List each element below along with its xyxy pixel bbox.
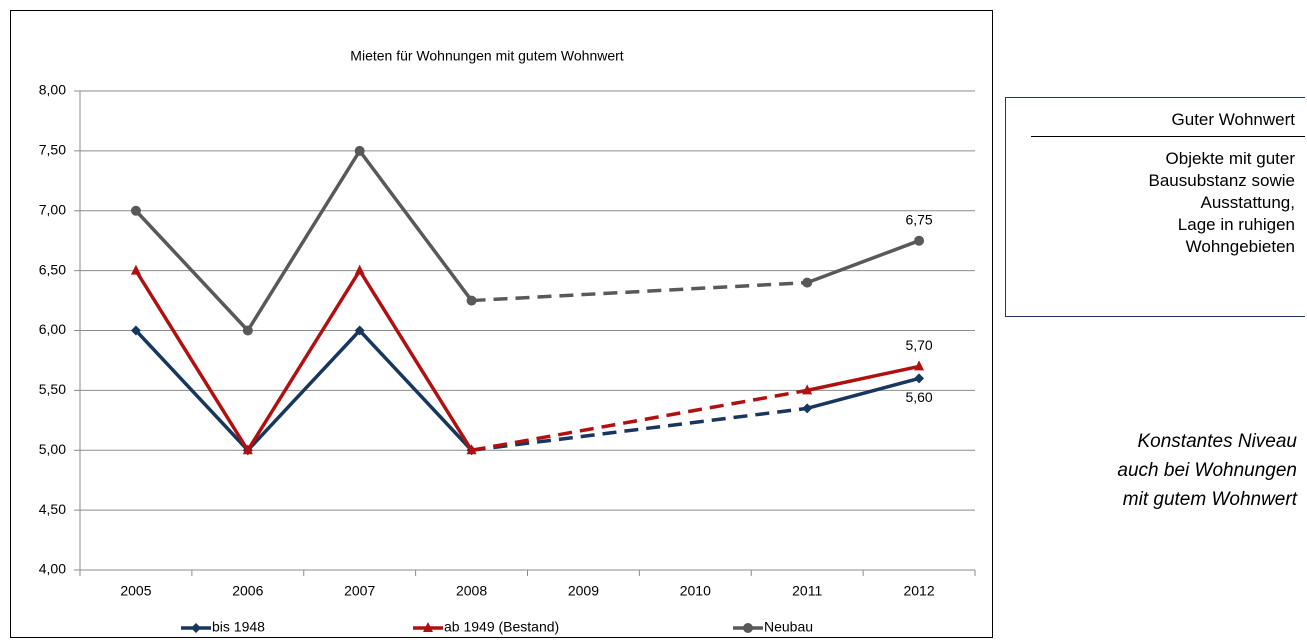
gap-connector	[471, 406, 808, 452]
data-point	[466, 444, 477, 455]
series-line	[806, 239, 920, 285]
data-point	[802, 277, 813, 288]
note-line: auch bei Wohnungen	[1117, 460, 1297, 481]
x-tick-label: 2012	[903, 583, 934, 599]
series-line	[134, 268, 474, 452]
y-tick-label: 5,00	[39, 441, 66, 457]
series-line	[806, 376, 920, 411]
y-tick-label: 4,50	[39, 501, 66, 517]
x-tick-label: 2007	[344, 583, 375, 599]
y-tick-label: 4,00	[39, 561, 66, 577]
data-point	[914, 235, 925, 246]
legend-marker	[191, 623, 201, 633]
data-point	[354, 145, 365, 156]
data-point	[914, 373, 925, 384]
legend-label: ab 1949 (Bestand)	[444, 619, 559, 635]
x-tick-label: 2006	[232, 583, 263, 599]
data-point	[802, 403, 813, 414]
x-tick-label: 2010	[680, 583, 711, 599]
gap-connector	[471, 280, 808, 303]
info-line: Bausubstanz sowie	[1148, 171, 1295, 190]
info-line: Wohngebieten	[1185, 237, 1295, 256]
series-line	[134, 149, 473, 333]
series-line	[134, 328, 473, 452]
chart: Mieten für Wohnungen mit gutem Wohnwert …	[10, 10, 993, 638]
note-line: mit gutem Wohnwert	[1122, 489, 1297, 510]
y-tick-label: 6,50	[39, 261, 66, 277]
data-point	[466, 295, 477, 306]
x-tick-label: 2005	[120, 583, 151, 599]
x-tick-label: 2008	[456, 583, 487, 599]
y-tick-label: 7,00	[39, 201, 66, 217]
y-tick-label: 6,00	[39, 321, 66, 337]
info-lines: Objekte mit guter Bausubstanz sowie Auss…	[1149, 148, 1295, 258]
legend-label: Neubau	[764, 619, 813, 635]
series-line	[806, 364, 920, 393]
data-point	[130, 264, 141, 275]
info-line: Objekte mit guter	[1165, 149, 1295, 168]
x-tick-label: 2011	[792, 583, 822, 599]
info-box: Guter Wohnwert Objekte mit guter Bausubs…	[1005, 97, 1305, 317]
gap-connector	[471, 388, 808, 452]
note: Konstantes Niveau auch bei Wohnungen mit…	[1117, 427, 1297, 514]
value-label: 5,60	[905, 389, 932, 405]
y-tick-label: 5,50	[39, 381, 66, 397]
y-tick-label: 8,00	[39, 82, 66, 98]
info-line: Ausstattung,	[1200, 193, 1295, 212]
value-label: 6,75	[905, 211, 932, 227]
info-rule	[1031, 136, 1305, 137]
data-point	[242, 325, 253, 336]
chart-title: Mieten für Wohnungen mit gutem Wohnwert	[350, 48, 624, 64]
x-tick-label: 2009	[568, 583, 599, 599]
data-point	[354, 325, 365, 336]
value-label: 5,70	[905, 337, 932, 353]
legend-marker	[743, 623, 753, 633]
note-line: Konstantes Niveau	[1137, 431, 1298, 452]
data-point	[242, 444, 253, 455]
data-point	[914, 360, 925, 371]
chart-frame	[10, 10, 993, 638]
data-point	[130, 325, 141, 336]
y-tick-label: 7,50	[39, 142, 66, 158]
data-point	[802, 384, 813, 395]
legend-marker	[423, 622, 433, 632]
info-line: Lage in ruhigen	[1177, 215, 1295, 234]
data-point	[354, 264, 365, 275]
data-point	[130, 205, 141, 216]
legend-label: bis 1948	[212, 619, 265, 635]
info-title: Guter Wohnwert	[1171, 110, 1295, 129]
